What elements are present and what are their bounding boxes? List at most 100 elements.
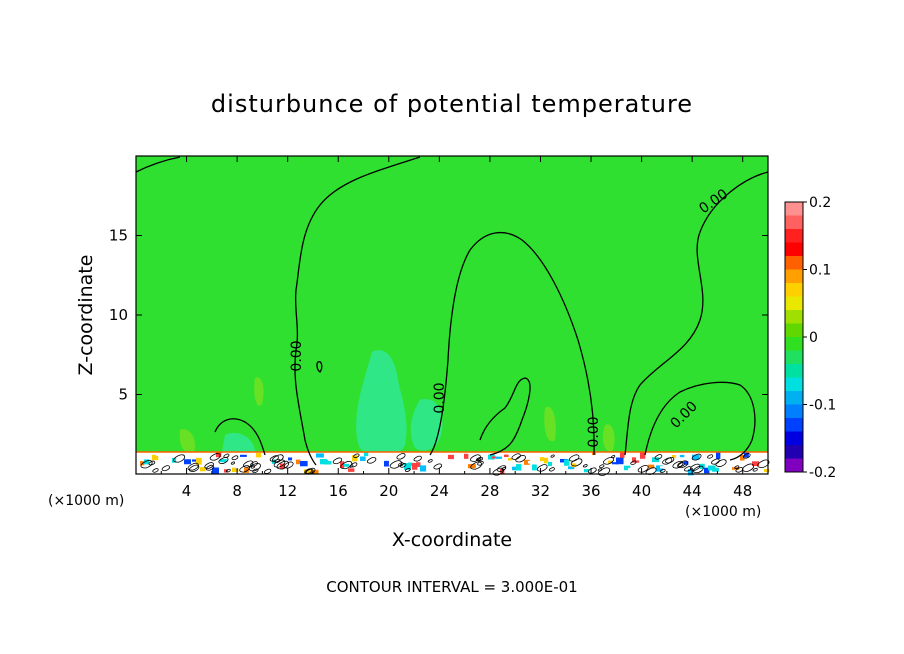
boundary-cell xyxy=(176,458,181,463)
x-tick-label: 40 xyxy=(632,482,651,500)
boundary-contour xyxy=(413,455,422,462)
boundary-cell xyxy=(200,467,206,472)
boundary-cell xyxy=(188,456,194,459)
boundary-cell xyxy=(264,454,269,461)
boundary-contour xyxy=(276,460,290,470)
boundary-cell xyxy=(712,467,719,472)
boundary-cell xyxy=(368,461,376,467)
boundary-cell xyxy=(728,455,736,459)
boundary-cell xyxy=(424,458,429,464)
boundary-cell xyxy=(152,454,159,461)
boundary-cell xyxy=(308,464,316,470)
plot-area: 0.00 0.00 0.00 0.00 0.00 xyxy=(135,155,770,477)
boundary-cell xyxy=(708,465,716,471)
boundary-contour xyxy=(433,463,442,470)
boundary-cell xyxy=(556,466,564,474)
boundary-cell xyxy=(616,457,624,465)
boundary-cell xyxy=(496,456,502,459)
boundary-contour xyxy=(248,463,261,472)
boundary-cell xyxy=(204,456,211,460)
boundary-cell xyxy=(296,459,301,465)
boundary-cell xyxy=(740,454,745,461)
boundary-contour xyxy=(752,467,758,472)
boundary-cell xyxy=(680,454,685,458)
boundary-cell xyxy=(260,458,265,461)
boundary-contour xyxy=(250,461,258,467)
boundary-cell xyxy=(324,459,332,465)
y-tick-label: 15 xyxy=(109,227,128,245)
boundary-cell xyxy=(280,463,286,470)
boundary-contour xyxy=(404,467,411,472)
boundary-cell xyxy=(512,466,518,471)
contour-dome xyxy=(429,231,595,456)
boundary-cell xyxy=(764,469,770,473)
boundary-cell xyxy=(456,463,462,469)
boundary-cell xyxy=(380,457,386,462)
boundary-cell xyxy=(304,469,312,474)
y-tick-label: 5 xyxy=(118,386,128,404)
boundary-cell xyxy=(628,468,633,475)
boundary-cell xyxy=(300,460,308,467)
boundary-cell xyxy=(540,457,545,462)
boundary-contour xyxy=(349,464,354,468)
boundary-contour xyxy=(239,465,250,473)
colorbar-swatch xyxy=(785,323,803,338)
boundary-contour xyxy=(209,453,221,461)
x-tick-label: 16 xyxy=(329,482,348,500)
boundary-cell xyxy=(544,457,549,464)
chart-title: disturbunce of potential temperature xyxy=(211,90,693,118)
boundary-cell xyxy=(420,465,427,472)
boundary-cell xyxy=(472,452,480,455)
warm-patch-3 xyxy=(544,406,556,442)
boundary-cell xyxy=(136,462,141,467)
boundary-cell xyxy=(724,457,731,463)
boundary-cell xyxy=(664,459,670,465)
boundary-contour xyxy=(476,456,483,462)
boundary-cell xyxy=(560,458,568,463)
boundary-contour xyxy=(741,463,755,472)
boundary-contour xyxy=(152,468,159,473)
boundary-contour xyxy=(501,466,506,471)
boundary-cell xyxy=(592,452,599,455)
boundary-cell xyxy=(320,459,328,465)
boundary-contour xyxy=(427,459,433,463)
boundary-contour xyxy=(366,457,377,464)
boundary-cell xyxy=(164,461,171,467)
boundary-cell xyxy=(268,453,274,459)
boundary-cell xyxy=(716,452,721,459)
boundary-cell xyxy=(604,462,611,466)
boundary-cell xyxy=(428,468,436,473)
boundary-cell xyxy=(408,462,413,466)
boundary-cell xyxy=(452,461,459,465)
boundary-cell xyxy=(316,453,324,458)
boundary-contour xyxy=(204,462,214,469)
boundary-cell xyxy=(744,452,749,458)
boundary-cell xyxy=(696,460,701,464)
boundary-cell xyxy=(600,469,605,474)
x-tick-label: 24 xyxy=(430,482,449,500)
boundary-cell xyxy=(552,464,560,469)
boundary-contour xyxy=(587,467,597,474)
boundary-contour xyxy=(396,453,406,460)
boundary-cell xyxy=(588,459,596,465)
boundary-cell xyxy=(548,461,553,467)
boundary-cell xyxy=(348,468,355,472)
boundary-cell xyxy=(580,469,587,472)
boundary-cell xyxy=(356,462,361,469)
boundary-cell xyxy=(584,469,589,473)
boundary-cell xyxy=(756,454,761,458)
boundary-cell xyxy=(720,469,726,477)
colorbar-swatch xyxy=(785,445,803,459)
boundary-contour xyxy=(269,455,279,462)
boundary-contour xyxy=(161,465,170,472)
boundary-cell xyxy=(624,465,631,471)
colorbar-swatch xyxy=(785,391,803,405)
boundary-cell xyxy=(400,458,406,462)
boundary-cell xyxy=(144,459,150,465)
boundary-cell xyxy=(704,467,710,474)
contour-label: 0.00 xyxy=(289,340,305,371)
x-tick-label: 4 xyxy=(182,482,192,500)
boundary-contour xyxy=(548,467,555,472)
warm-anomaly-patches xyxy=(179,377,615,454)
boundary-cell xyxy=(148,453,154,459)
